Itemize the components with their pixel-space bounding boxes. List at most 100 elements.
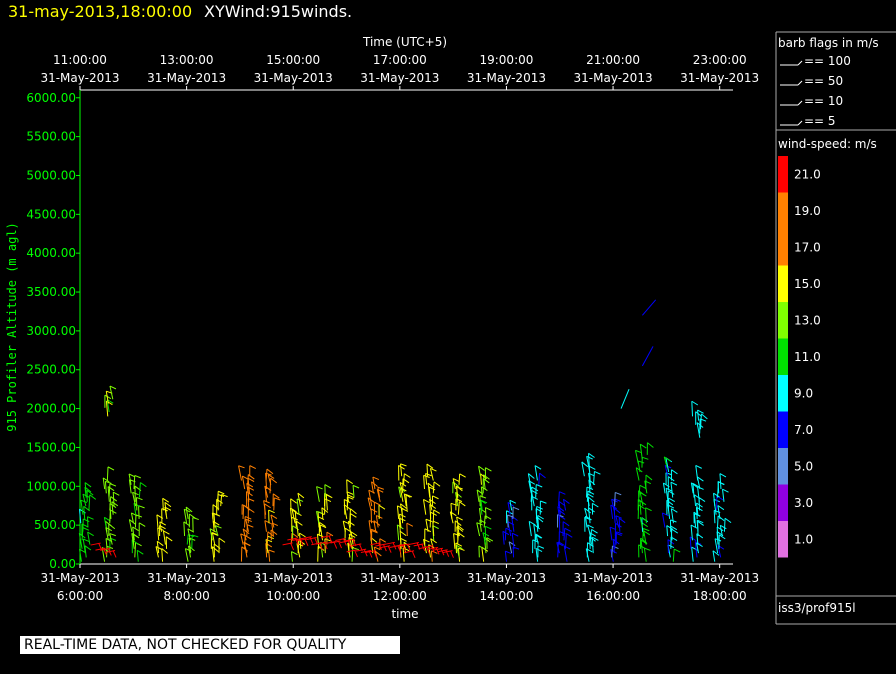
wind-barb-flag [695, 411, 702, 417]
wind-barb-flag [535, 548, 543, 552]
wind-barb-flag [645, 507, 652, 512]
wind-barb-flag [109, 503, 117, 508]
wind-barb-flag [324, 484, 332, 489]
barb-legend-label: == 50 [804, 74, 843, 88]
wind-barb-flag [638, 498, 645, 505]
wind-barb-flag [352, 547, 359, 551]
color-scale-swatch [778, 338, 788, 375]
color-scale-label: 7.0 [794, 423, 813, 437]
wind-barb-flag [433, 509, 440, 514]
wind-barb-flag [378, 504, 386, 510]
wind-barb-flag [84, 482, 92, 488]
wind-barb [109, 496, 112, 511]
wind-barb [502, 531, 505, 545]
wind-barb-flag [268, 549, 275, 553]
wind-barb [82, 518, 84, 532]
wind-barb-flag [105, 480, 112, 484]
wind-barb [399, 514, 402, 528]
wind-barb-flag [701, 413, 708, 420]
wind-barb [717, 545, 722, 558]
wind-barb-flag [319, 522, 326, 527]
wind-barb-flag [485, 507, 492, 511]
wind-barb-flag [423, 498, 430, 503]
y-tick-label: 2500.00 [26, 363, 76, 377]
wind-barb [138, 505, 140, 519]
header-date: 31-may-2013,18:00:00 [8, 2, 193, 21]
wind-barb-flag [587, 493, 594, 498]
wind-barb [692, 483, 695, 498]
wind-barb [693, 494, 697, 507]
wind-barb [588, 453, 590, 468]
wind-barb-low-flag [406, 543, 411, 552]
x-tick-date: 31-May-2013 [254, 571, 333, 585]
wind-barb-flag [109, 533, 116, 537]
wind-barb-flag [644, 547, 651, 551]
wind-barb-low-flag [347, 540, 352, 548]
wind-barb-upper [642, 299, 657, 316]
wind-barb-flag [618, 517, 626, 524]
wind-barb [296, 498, 300, 515]
wind-barb-flag [316, 486, 323, 490]
wind-barb-flag [531, 486, 539, 492]
wind-barb-flag [132, 526, 139, 532]
wind-barb [264, 485, 269, 498]
wind-barb-flag [183, 521, 191, 527]
wind-barb [455, 545, 460, 558]
wind-barb-low-flag [112, 550, 117, 558]
wind-barb-flag [586, 455, 593, 460]
wind-barb-flag [671, 528, 679, 534]
wind-barb-flag [291, 551, 298, 556]
wind-barb-flag [556, 541, 564, 547]
wind-barb-flag [319, 524, 327, 529]
wind-barb-flag [399, 530, 407, 537]
wind-barb [696, 533, 699, 545]
wind-barb-flag [272, 493, 280, 499]
wind-barb-flag [80, 499, 88, 504]
wind-barb-flag [616, 531, 623, 535]
wind-barb [691, 401, 694, 417]
wind-barb-flag [592, 502, 599, 508]
wind-barb-flag [689, 536, 697, 542]
wind-barb-flag [639, 516, 647, 522]
wind-barb [690, 482, 694, 494]
wind-barb-flag [427, 482, 435, 489]
wind-barb-flag [566, 533, 573, 538]
wind-barb [670, 482, 674, 498]
wind-barb [665, 488, 669, 502]
wind-barb-flag [84, 545, 92, 551]
wind-barb-flag [645, 474, 653, 481]
wind-barb-flag [486, 537, 494, 542]
wind-barb-flag [270, 529, 278, 535]
wind-barb [639, 500, 642, 515]
wind-barb [270, 514, 275, 528]
wind-barb [429, 468, 434, 481]
wind-barb-flag [86, 489, 94, 496]
x-tick-time: 10:00:00 [266, 589, 320, 603]
wind-barb [557, 491, 560, 507]
wind-barb [611, 545, 613, 558]
top-tick-date: 31-May-2013 [467, 71, 546, 85]
wind-barb-data [78, 299, 732, 562]
wind-barb [102, 477, 106, 490]
wind-barb-flag [665, 487, 673, 492]
wind-barb [373, 520, 377, 532]
wind-barb [157, 527, 160, 541]
wind-barb-flag [432, 525, 439, 530]
wind-barb [343, 499, 346, 515]
wind-barb [242, 505, 245, 519]
wind-barb-flag [559, 491, 566, 495]
wind-barb-low-flag [328, 535, 333, 543]
wind-barb-flag [480, 499, 488, 504]
wind-barb [128, 479, 132, 494]
wind-barb-low-flag [363, 548, 368, 557]
wind-barb [186, 534, 189, 545]
wind-barb [432, 521, 435, 537]
y-tick-label: 500.00 [34, 518, 76, 532]
wind-barb [155, 546, 159, 558]
wind-barb [563, 545, 568, 562]
wind-barb [635, 467, 640, 481]
wind-barb-flag [316, 510, 323, 514]
color-scale-swatch [778, 448, 788, 485]
wind-barb-low-flag [378, 542, 382, 550]
wind-barb [480, 486, 483, 498]
